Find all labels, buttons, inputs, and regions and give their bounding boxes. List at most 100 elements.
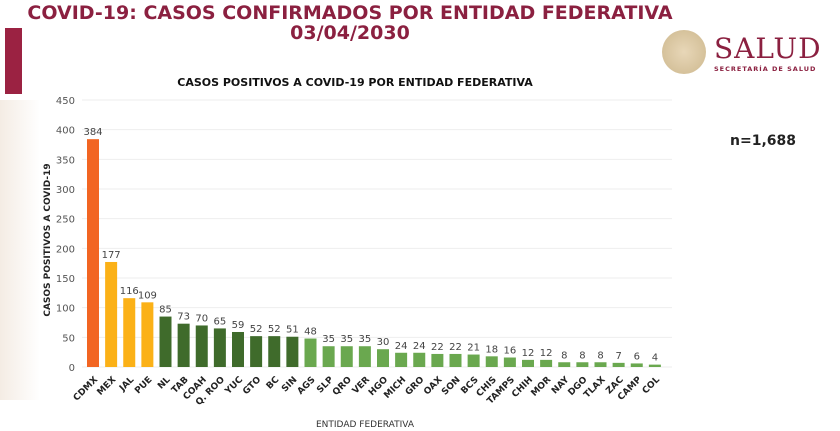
- x-tick-label: MEX: [96, 375, 119, 398]
- data-label: 12: [540, 348, 553, 359]
- bar-mex: [105, 261, 118, 367]
- data-label: 6: [634, 351, 640, 362]
- chart-title: CASOS POSITIVOS A COVID-19 POR ENTIDAD F…: [177, 76, 533, 89]
- data-label: 73: [177, 312, 190, 323]
- page-date: 03/04/2030: [290, 22, 410, 44]
- data-label: 4: [652, 353, 658, 364]
- x-tick-label: OAX: [422, 375, 444, 397]
- bar-pue: [141, 302, 154, 367]
- bar-bc: [268, 336, 281, 367]
- bar-chih: [522, 359, 534, 367]
- data-label: 85: [159, 305, 172, 316]
- y-tick-label: 150: [56, 274, 75, 285]
- logo-name: SALUD: [714, 31, 822, 65]
- bar-gro: [413, 352, 426, 367]
- data-label: 384: [83, 127, 102, 138]
- data-label: 70: [195, 313, 208, 324]
- x-tick-label: PUE: [133, 375, 154, 396]
- y-tick-label: 300: [56, 185, 75, 196]
- y-axis-label: CASOS POSITIVOS A COVID-19: [43, 163, 53, 316]
- y-tick-label: 200: [56, 244, 75, 255]
- bar-bcs: [467, 354, 480, 367]
- bar-dgo: [576, 362, 589, 367]
- y-tick-label: 250: [56, 215, 75, 226]
- bar-mor: [540, 359, 553, 367]
- data-label: 35: [322, 334, 335, 345]
- data-label: 109: [138, 290, 157, 301]
- bar-zac: [612, 362, 625, 367]
- bar-slp: [322, 346, 335, 367]
- x-tick-label: MOR: [530, 375, 554, 399]
- decorative-stripe: [5, 28, 22, 94]
- y-tick-label: 50: [62, 333, 75, 344]
- bar-sin: [286, 336, 299, 367]
- x-tick-label: CHIH: [510, 375, 535, 400]
- logo-subtitle: SECRETARÍA DE SALUD: [714, 64, 817, 73]
- data-label: 35: [359, 334, 372, 345]
- data-label: 65: [214, 316, 227, 327]
- x-tick-label: YUC: [223, 375, 246, 398]
- data-label: 35: [340, 334, 353, 345]
- x-tick-label: GTO: [241, 375, 263, 397]
- bar-camp: [630, 363, 643, 367]
- data-label: 24: [413, 341, 426, 352]
- page-title: COVID-19: CASOS CONFIRMADOS POR ENTIDAD …: [27, 2, 673, 24]
- x-tick-label: GRO: [404, 375, 427, 398]
- data-label: 22: [449, 342, 462, 353]
- y-tick-label: 450: [56, 96, 75, 107]
- bar-tamps: [503, 357, 516, 367]
- bar-oax: [431, 353, 444, 367]
- data-label: 8: [597, 350, 603, 361]
- data-label: 177: [102, 250, 121, 261]
- x-tick-label: AGS: [296, 375, 318, 397]
- bar-jal: [123, 298, 136, 367]
- x-tick-label: COL: [641, 375, 662, 396]
- data-label: 22: [431, 342, 444, 353]
- bar-tlax: [594, 362, 607, 367]
- x-tick-label: QRO: [331, 375, 354, 398]
- total-count: n=1,688: [730, 133, 796, 149]
- decorative-background: [0, 100, 40, 400]
- bar-chis: [485, 356, 498, 367]
- data-label: 8: [561, 350, 567, 361]
- bar-qro: [340, 346, 353, 367]
- bar-son: [449, 353, 462, 367]
- bar-qroo: [213, 328, 226, 367]
- data-label: 52: [250, 324, 263, 335]
- data-label: 48: [304, 327, 317, 338]
- bar-hgo: [377, 349, 389, 367]
- bar-nay: [558, 362, 571, 367]
- seal-icon: [662, 30, 706, 74]
- data-label: 8: [579, 350, 585, 361]
- x-tick-label: BC: [265, 375, 282, 392]
- bar-col: [648, 364, 661, 367]
- y-tick-label: 400: [56, 126, 75, 137]
- data-label: 16: [504, 346, 517, 357]
- x-tick-label: SON: [440, 375, 462, 397]
- y-tick-label: 0: [69, 363, 75, 374]
- bar-coah: [195, 325, 208, 367]
- y-tick-label: 350: [56, 155, 75, 166]
- y-tick-label: 100: [56, 304, 75, 315]
- x-tick-label: JAL: [117, 375, 136, 394]
- bar-nl: [159, 316, 172, 367]
- x-axis-label: ENTIDAD FEDERATIVA: [316, 420, 415, 430]
- bar-ver: [358, 346, 371, 367]
- data-label: 12: [522, 348, 535, 359]
- data-label: 30: [377, 337, 390, 348]
- bar-gto: [250, 336, 263, 367]
- bar-yuc: [232, 331, 244, 367]
- data-label: 24: [395, 341, 408, 352]
- bar-mich: [395, 352, 408, 367]
- salud-logo: SALUD SECRETARÍA DE SALUD: [662, 30, 822, 74]
- data-label: 21: [467, 343, 480, 354]
- bar-cdmx: [87, 139, 99, 367]
- data-label: 116: [120, 286, 139, 297]
- bar-tab: [177, 323, 190, 367]
- data-label: 59: [232, 320, 245, 331]
- data-label: 51: [286, 325, 299, 336]
- data-label: 7: [615, 351, 621, 362]
- data-label: 52: [268, 324, 281, 335]
- bar-ags: [304, 338, 317, 367]
